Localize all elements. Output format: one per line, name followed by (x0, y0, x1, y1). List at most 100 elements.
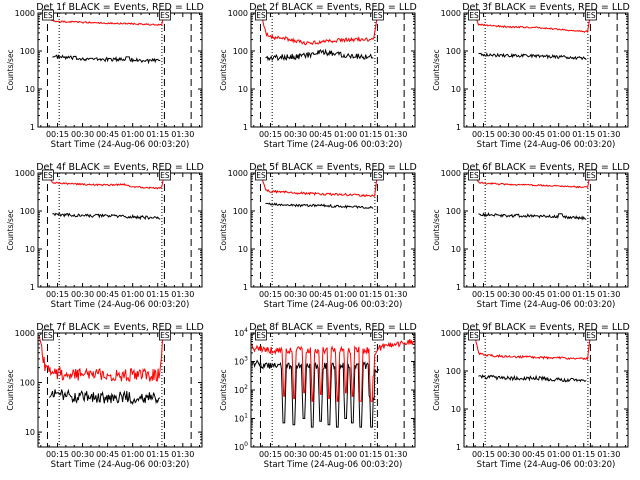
plot-frame (463, 332, 629, 448)
y-tick-label: 100 (20, 47, 35, 56)
y-tick-label: 100 (446, 367, 461, 376)
es-marker-label-right: ES (373, 331, 383, 340)
x-tick-label: 00:30 (284, 450, 307, 459)
es-marker-label-right: ES (160, 11, 170, 20)
x-tick-label: 00:30 (71, 130, 94, 139)
x-axis-label: Start Time (24-Aug-06 00:03:20) (477, 460, 616, 470)
chart-title: Det 5f BLACK = Events, RED = LLD (249, 162, 417, 173)
series-line-events (478, 374, 587, 383)
chart-panel-det-3: Det 3f BLACK = Events, RED = LLD 1 10 100 10… (432, 2, 630, 150)
es-marker-box-right (372, 9, 384, 21)
series-line-events (265, 48, 374, 62)
es-marker-label-left: ES (469, 11, 479, 20)
chart-panel-det-9: Det 9f BLACK = Events, RED = LLD 1 10 100 10… (432, 322, 630, 470)
y-axis-label: Counts/sec (219, 369, 228, 410)
x-tick-label: 01:30 (384, 450, 407, 459)
chart-panel-det-8: Det 8f BLACK = Events, RED = LLD 100 101 10… (219, 322, 417, 470)
y-tick-label: 1000 (228, 169, 248, 178)
x-axis-label: Start Time (24-Aug-06 00:03:20) (264, 140, 403, 150)
x-tick-label: 01:00 (121, 450, 144, 459)
x-tick-label: 00:15 (472, 130, 495, 139)
es-marker-box-left (42, 169, 54, 181)
plot-frame (250, 172, 416, 288)
series-line-events (265, 202, 374, 210)
x-tick-label: 00:45 (309, 130, 332, 139)
y-tick-label: 103 (234, 356, 248, 367)
x-tick-label: 00:30 (497, 130, 520, 139)
chart-title: Det 1f BLACK = Events, RED = LLD (36, 2, 204, 13)
series-group (474, 13, 592, 61)
es-marker-label-left: ES (256, 11, 266, 20)
es-marker-label-right: ES (160, 331, 170, 340)
x-tick-label: 01:30 (384, 290, 407, 299)
series-line-lld (48, 173, 166, 190)
series-line-events (478, 212, 587, 221)
y-tick-label: 104 (234, 327, 248, 338)
y-tick-label: 10 (451, 405, 461, 414)
y-tick-label: 1000 (15, 9, 35, 18)
es-marker-box-right (585, 169, 597, 181)
x-tick-label: 01:30 (171, 290, 194, 299)
es-marker-label-left: ES (43, 331, 53, 340)
es-marker-box-left (42, 329, 54, 341)
chart-panel-det-4: Det 4f BLACK = Events, RED = LLD 1 10 100 10… (6, 162, 204, 310)
es-marker-label-right: ES (586, 171, 596, 180)
y-tick-label: 1000 (15, 169, 35, 178)
y-tick-label: 10 (451, 85, 461, 94)
es-marker-box-right (159, 169, 171, 181)
y-tick-label: 1 (243, 123, 248, 132)
x-axis-label: Start Time (24-Aug-06 00:03:20) (477, 140, 616, 150)
x-axis-label: Start Time (24-Aug-06 00:03:20) (264, 300, 403, 310)
x-tick-label: 00:15 (472, 450, 495, 459)
es-marker-box-right (159, 329, 171, 341)
series-group (38, 333, 164, 406)
plot-frame (463, 172, 629, 288)
x-tick-label: 01:15 (572, 130, 595, 139)
x-tick-label: 00:15 (259, 290, 282, 299)
es-marker-label-right: ES (160, 171, 170, 180)
x-axis-label: Start Time (24-Aug-06 00:03:20) (51, 140, 190, 150)
y-tick-label: 101 (234, 413, 248, 424)
series-group (474, 173, 592, 221)
y-tick-label: 100 (234, 441, 248, 452)
plot-frame (37, 172, 203, 288)
y-tick-label: 100 (446, 47, 461, 56)
y-tick-label: 1000 (228, 9, 248, 18)
es-marker-label-left: ES (43, 171, 53, 180)
es-marker-box-left (468, 169, 480, 181)
plot-frame (250, 12, 416, 128)
x-tick-label: 00:15 (259, 450, 282, 459)
x-tick-label: 00:30 (71, 450, 94, 459)
x-axis-label: Start Time (24-Aug-06 00:03:20) (51, 300, 190, 310)
es-marker-box-right (585, 329, 597, 341)
y-tick-label: 1 (456, 443, 461, 452)
y-axis-label: Counts/sec (6, 49, 15, 90)
series-group (474, 333, 592, 383)
chart-title: Det 9f BLACK = Events, RED = LLD (462, 322, 630, 333)
x-axis-label: Start Time (24-Aug-06 00:03:20) (51, 460, 190, 470)
y-tick-label: 1 (30, 283, 35, 292)
x-tick-label: 00:45 (309, 450, 332, 459)
x-axis-label: Start Time (24-Aug-06 00:03:20) (264, 460, 403, 470)
es-marker-label-left: ES (256, 171, 266, 180)
chart-title: Det 7f BLACK = Events, RED = LLD (36, 322, 204, 333)
es-marker-box-right (585, 9, 597, 21)
x-tick-label: 00:45 (96, 450, 119, 459)
es-marker-box-left (255, 169, 267, 181)
chart-title: Det 6f BLACK = Events, RED = LLD (462, 162, 630, 173)
series-line-events (48, 388, 161, 406)
y-tick-label: 10 (25, 85, 35, 94)
series-line-lld (48, 13, 166, 26)
es-marker-label-right: ES (373, 11, 383, 20)
x-tick-label: 00:15 (46, 450, 69, 459)
x-tick-label: 00:15 (472, 290, 495, 299)
y-tick-label: 100 (20, 379, 35, 388)
series-line-lld (261, 173, 379, 197)
chart-panel-det-5: Det 5f BLACK = Events, RED = LLD 1 10 100 10… (219, 162, 417, 310)
plot-frame (37, 332, 203, 448)
series-line-events (52, 54, 161, 65)
x-tick-label: 01:00 (121, 130, 144, 139)
series-group (48, 13, 166, 65)
y-axis-label: Counts/sec (432, 369, 441, 410)
